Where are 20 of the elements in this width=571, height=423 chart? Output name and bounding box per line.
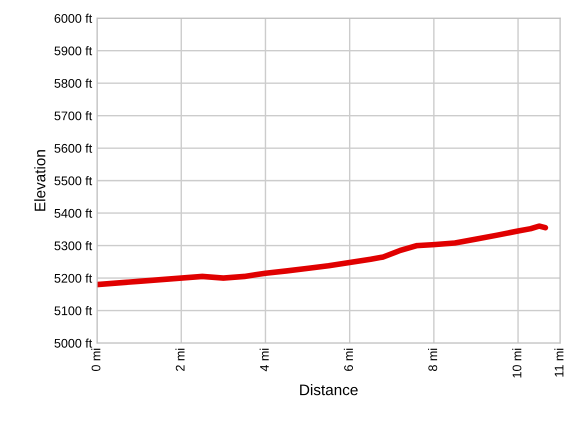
y-axis-title: Elevation — [34, 150, 46, 211]
y-tick-label: 5600 ft — [54, 144, 92, 153]
x-tick-label: 10 mi — [512, 348, 522, 378]
x-tick-label: 8 mi — [428, 348, 438, 371]
y-tick-label: 5500 ft — [54, 176, 92, 186]
x-tick-label: 2 mi — [175, 348, 184, 371]
y-tick-label: 6000 ft — [54, 14, 92, 23]
x-axis-title: Distance — [300, 384, 358, 396]
y-tick-label: 5200 ft — [54, 274, 92, 283]
y-tick-label: 5800 ft — [54, 78, 92, 88]
y-tick-label: 5900 ft — [54, 46, 92, 56]
y-tick-label: 5700 ft — [54, 111, 92, 120]
x-tick-label: 0 mi — [91, 348, 100, 372]
y-tick-label: 5300 ft — [54, 241, 92, 250]
x-tick-label: 6 mi — [344, 348, 354, 371]
y-tick-label: 5000 ft — [54, 338, 92, 348]
x-tick-label: 4 mi — [260, 348, 269, 372]
x-tick-label: 11 mi — [554, 348, 564, 377]
y-tick-label: 5100 ft — [54, 306, 92, 316]
y-tick-label: 5400 ft — [54, 208, 92, 218]
